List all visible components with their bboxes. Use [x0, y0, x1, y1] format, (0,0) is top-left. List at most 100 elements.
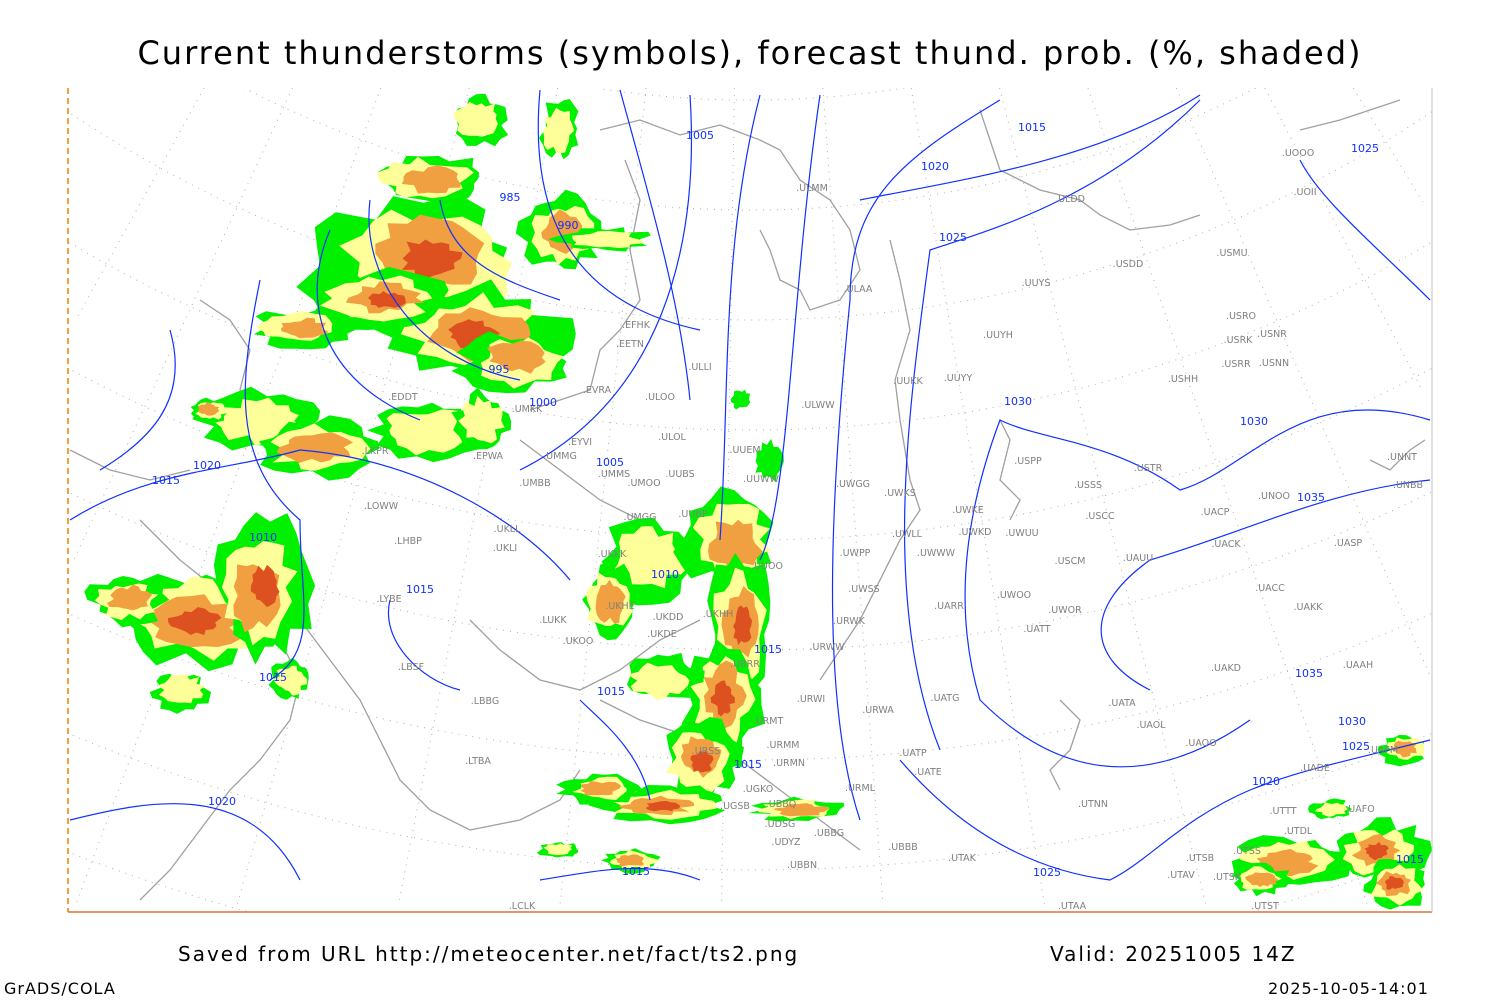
station-label: .UTDL [1284, 826, 1313, 837]
station-label: .UWLL [892, 529, 923, 540]
thunderstorm-probability-area [708, 519, 763, 573]
thunderstorm-probability-area [572, 231, 644, 248]
meridian-line [1087, 88, 1368, 906]
station-label: .USRR [1221, 359, 1251, 370]
isobar-label: 1015 [1396, 853, 1424, 866]
station-label: .UTST [1251, 901, 1279, 912]
thunderstorm-probability-area [453, 102, 498, 137]
isobar-label: 1015 [754, 643, 782, 656]
thunderstorm-probability-area [167, 607, 222, 636]
isobar-label: 1010 [651, 568, 679, 581]
parallel-line [68, 851, 247, 912]
isobar-label: 1030 [1004, 395, 1032, 408]
station-label: .UAOO [1185, 738, 1216, 749]
thunderstorm-probability-area [710, 680, 735, 717]
thunderstorm-probability-area [733, 605, 753, 646]
station-label: .UOOO [1282, 148, 1314, 159]
station-label: .UMBB [519, 478, 550, 489]
station-label: .UWKE [952, 505, 984, 516]
station-label: .URRR [730, 659, 760, 670]
station-label: .LCLK [509, 901, 536, 912]
coastline [1299, 99, 1401, 131]
isobar-label: 1035 [1297, 491, 1325, 504]
station-label: .ULWW [801, 400, 835, 411]
thunderstorm-probability-area [280, 317, 329, 339]
station-label: .UAAH [1343, 660, 1373, 671]
station-label: .ULOL [658, 432, 686, 443]
station-label: .UUYS [1022, 278, 1051, 289]
isobar-line [69, 803, 301, 881]
station-label: .UUWW [743, 474, 779, 485]
isobar-line [1100, 479, 1431, 691]
isobar-line [244, 279, 305, 681]
thunderstorm-probability-area [1245, 872, 1279, 887]
coastline [529, 159, 641, 411]
coastline [979, 109, 1201, 231]
thunderstorm-probability-area [250, 564, 280, 608]
station-label: .UNNT [1387, 452, 1417, 463]
station-label: .UTTT [1269, 806, 1296, 817]
station-label: .LKPR [362, 446, 389, 457]
station-label: .UKOO [563, 636, 594, 647]
station-label: .USTR [1134, 463, 1163, 474]
source-url-text: Saved from URL http://meteocenter.net/fa… [178, 942, 800, 966]
isobar-label: 1020 [208, 795, 236, 808]
thunderstorm-probability-area [646, 800, 681, 812]
isobar-line [719, 94, 761, 541]
station-label: .UUEM [729, 445, 760, 456]
station-label: .ULOO [645, 392, 675, 403]
station-label: .UWOO [997, 590, 1031, 601]
thunderstorm-probability-area [615, 854, 645, 867]
isobar-label: 995 [489, 363, 510, 376]
station-label: .USSS [1074, 480, 1102, 491]
station-label: .UOII [1293, 187, 1316, 198]
station-label: .ULMM [796, 183, 828, 194]
station-label: .UKKK [598, 549, 627, 560]
station-label: .UNOO [1258, 491, 1290, 502]
isobar-line [368, 199, 521, 381]
thunderstorm-probability-area [595, 579, 626, 624]
thunderstorm-probability-area [610, 526, 691, 589]
station-label: .UAFO [1345, 804, 1374, 815]
thunderstorm-probability-area [690, 750, 714, 773]
station-label: .EFHK [622, 320, 651, 331]
isobar-line [579, 699, 651, 801]
isobar-label: 1000 [529, 396, 557, 409]
coastline [69, 449, 191, 481]
station-label: .UWSS [848, 584, 879, 595]
thunderstorm-probability-area [273, 665, 308, 696]
station-label: .UTSS [1233, 846, 1261, 857]
station-label: .UTAA [1058, 901, 1087, 912]
thunderstorm-probability-area [580, 781, 622, 796]
station-label: .URML [845, 783, 876, 794]
thunderstorm-probability-shading [84, 93, 1432, 910]
station-label: .UUYH [983, 330, 1013, 341]
station-label: .UUOO [751, 561, 783, 572]
isobar-label: 1030 [1338, 715, 1366, 728]
station-label: .UATG [931, 693, 960, 704]
station-label: .URWI [797, 694, 825, 705]
station-label: .EVRA [583, 385, 612, 396]
isobar-line [1299, 159, 1431, 301]
parallel-line [597, 88, 905, 101]
station-label: .USNR [1257, 329, 1287, 340]
thunderstorm-probability-area [401, 165, 461, 194]
station-label: .UKLI [493, 543, 517, 554]
station-label: .UADE [1300, 763, 1330, 774]
station-label: .EYVI [568, 437, 592, 448]
meridian-line [398, 88, 559, 906]
station-label: .UWKS [884, 488, 916, 499]
thunderstorm-probability-area [1315, 802, 1348, 817]
station-label: .UWOR [1048, 605, 1082, 616]
isobar-line [619, 89, 691, 401]
station-label: .UASP [1334, 538, 1363, 549]
thunderstorm-probability-area [276, 432, 354, 463]
station-label: .LHBP [394, 536, 422, 547]
isobar-label: 990 [558, 219, 579, 232]
station-label: .LTBA [465, 756, 491, 767]
coastline [469, 619, 701, 691]
isobar-label: 985 [500, 191, 521, 204]
station-label: .UBBQ [766, 799, 797, 810]
isobar-label: 1015 [152, 474, 180, 487]
